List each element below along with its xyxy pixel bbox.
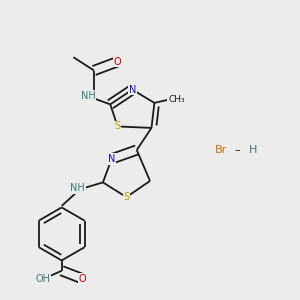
Text: O: O [79,274,86,284]
Text: H: H [249,145,257,155]
Text: CH₃: CH₃ [168,95,185,104]
Text: –: – [235,145,240,155]
Text: Br: Br [215,145,227,155]
Text: NH: NH [81,91,95,100]
Text: S: S [115,122,121,131]
Text: NH: NH [70,183,85,193]
Text: OH: OH [35,274,50,284]
Text: S: S [123,192,130,202]
Text: O: O [114,57,122,67]
Text: N: N [129,85,136,94]
Text: N: N [108,154,116,164]
